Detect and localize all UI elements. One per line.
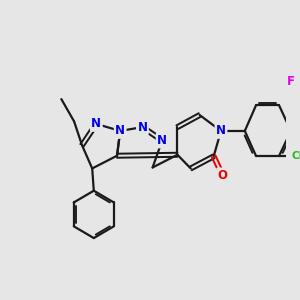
Text: Cl: Cl: [292, 151, 300, 161]
Text: N: N: [137, 121, 147, 134]
Text: F: F: [287, 75, 295, 88]
Text: O: O: [218, 169, 228, 182]
Text: N: N: [216, 124, 226, 137]
Text: N: N: [157, 134, 167, 147]
Text: N: N: [115, 124, 125, 137]
Text: N: N: [91, 117, 101, 130]
